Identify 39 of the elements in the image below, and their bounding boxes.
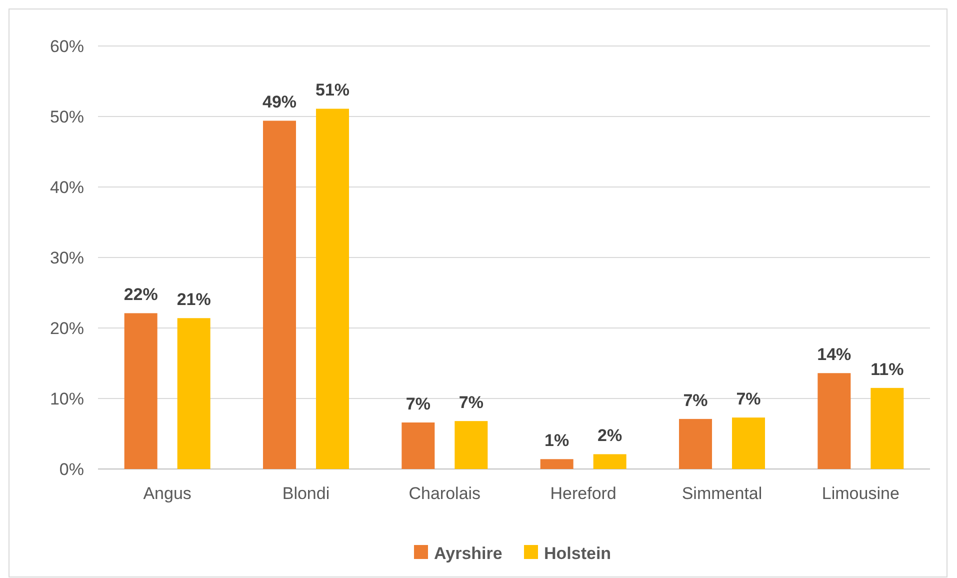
x-tick-label: Charolais [408, 484, 481, 503]
y-tick-label: 10% [50, 389, 84, 408]
x-tick-label: Limousine [822, 484, 900, 503]
bar [732, 418, 765, 469]
bar [593, 454, 626, 469]
bar [177, 318, 210, 469]
bar [402, 422, 435, 469]
data-label: 1% [544, 431, 570, 450]
data-label: 7% [736, 390, 761, 409]
x-tick-label: Angus [143, 484, 192, 503]
data-label: 22% [124, 285, 158, 304]
data-label: 7% [406, 394, 430, 414]
data-label: 7% [683, 390, 708, 410]
x-tick-label: Simmental [682, 484, 762, 503]
y-tick-label: 40% [50, 178, 84, 197]
y-tick-label: 20% [50, 318, 84, 338]
data-label: 11% [870, 360, 904, 379]
y-tick-label: 30% [50, 248, 84, 268]
legend-label: Ayrshire [434, 544, 502, 563]
bar [679, 418, 712, 469]
bar [316, 108, 349, 469]
y-tick-label: 60% [50, 36, 84, 56]
x-tick-label: Hereford [550, 484, 616, 503]
data-label: 51% [315, 80, 350, 100]
y-tick-label: 0% [59, 460, 84, 479]
x-tick-label: Blondi [282, 484, 330, 503]
data-label: 7% [458, 393, 484, 412]
bar [818, 373, 851, 469]
legend-label: Holstein [544, 544, 612, 563]
y-tick-label: 50% [50, 107, 84, 126]
bar [454, 421, 488, 469]
bar [263, 120, 296, 469]
data-label: 14% [817, 345, 852, 364]
data-label: 21% [176, 290, 211, 310]
bar [124, 313, 158, 469]
data-label: 49% [262, 92, 297, 112]
bar [540, 459, 574, 469]
bar [870, 388, 904, 469]
data-label: 2% [598, 426, 622, 446]
